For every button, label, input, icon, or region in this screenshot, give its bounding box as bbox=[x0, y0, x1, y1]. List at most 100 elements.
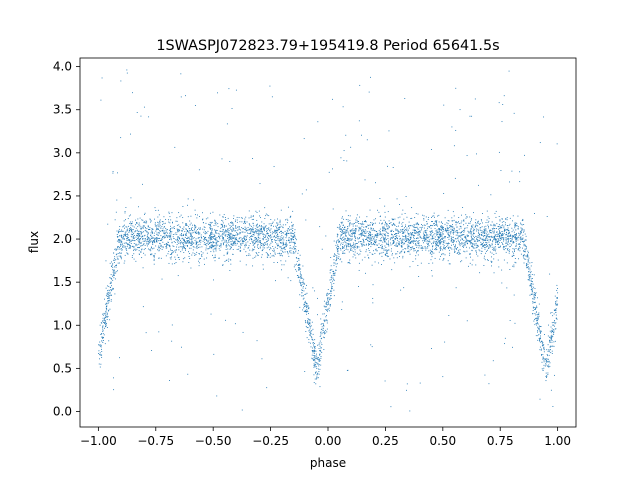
data-point bbox=[482, 236, 484, 238]
data-point bbox=[487, 249, 489, 251]
data-point bbox=[252, 227, 254, 229]
data-point bbox=[480, 237, 482, 239]
data-point bbox=[514, 236, 516, 238]
data-point bbox=[138, 247, 140, 248]
data-point bbox=[384, 241, 385, 243]
data-point bbox=[249, 229, 251, 231]
data-point bbox=[312, 350, 314, 352]
data-point bbox=[200, 236, 202, 238]
data-point bbox=[508, 238, 510, 240]
data-point bbox=[348, 233, 350, 235]
data-point bbox=[399, 238, 401, 240]
data-point bbox=[128, 247, 130, 249]
data-point bbox=[159, 248, 161, 250]
data-point bbox=[143, 227, 144, 229]
data-point bbox=[111, 285, 112, 287]
data-point bbox=[266, 230, 268, 232]
data-point bbox=[541, 340, 543, 342]
data-point bbox=[471, 237, 473, 239]
data-point bbox=[292, 228, 294, 229]
data-point bbox=[191, 244, 193, 246]
data-point bbox=[198, 232, 200, 234]
data-point bbox=[148, 228, 150, 230]
data-point bbox=[262, 248, 264, 250]
data-point bbox=[239, 247, 241, 249]
data-point bbox=[350, 248, 351, 250]
data-point bbox=[462, 245, 463, 247]
data-point bbox=[144, 240, 146, 242]
data-point bbox=[209, 245, 211, 247]
data-point bbox=[479, 229, 481, 231]
data-point bbox=[231, 244, 233, 246]
data-point bbox=[266, 243, 268, 245]
data-point bbox=[196, 247, 198, 249]
data-point bbox=[325, 319, 327, 321]
data-point bbox=[154, 253, 156, 255]
data-point bbox=[313, 345, 315, 347]
data-point bbox=[176, 239, 178, 241]
data-point bbox=[465, 238, 467, 240]
data-point bbox=[415, 230, 417, 231]
data-point bbox=[231, 240, 233, 242]
data-point bbox=[393, 242, 395, 243]
data-point bbox=[248, 210, 250, 212]
data-point bbox=[345, 235, 347, 237]
data-point bbox=[170, 237, 172, 239]
data-point bbox=[332, 168, 333, 170]
data-point bbox=[412, 240, 414, 242]
data-point bbox=[101, 340, 103, 342]
data-point bbox=[391, 218, 393, 220]
data-point bbox=[405, 240, 407, 242]
data-point bbox=[467, 230, 469, 232]
data-point bbox=[305, 293, 307, 295]
data-point bbox=[513, 248, 515, 250]
data-point bbox=[201, 246, 203, 248]
data-point bbox=[242, 217, 243, 219]
data-point bbox=[212, 241, 214, 243]
data-point bbox=[283, 239, 285, 241]
data-point bbox=[229, 232, 231, 234]
data-point bbox=[326, 293, 328, 295]
data-point bbox=[343, 228, 344, 230]
data-point bbox=[267, 256, 269, 258]
data-point bbox=[261, 229, 263, 231]
data-point bbox=[483, 245, 485, 247]
data-point bbox=[348, 245, 349, 247]
data-point bbox=[148, 242, 150, 244]
data-point bbox=[498, 238, 500, 240]
data-point bbox=[200, 241, 202, 243]
data-point bbox=[361, 134, 362, 136]
data-point bbox=[337, 252, 339, 254]
data-point bbox=[448, 234, 450, 236]
data-point bbox=[284, 244, 286, 246]
data-point bbox=[278, 245, 280, 247]
data-point bbox=[241, 239, 243, 241]
data-point bbox=[316, 367, 318, 369]
data-point bbox=[451, 217, 453, 219]
data-point bbox=[248, 223, 250, 225]
data-point bbox=[470, 221, 471, 223]
data-point bbox=[176, 241, 178, 243]
data-point bbox=[230, 237, 232, 239]
data-point bbox=[325, 301, 327, 303]
data-point bbox=[105, 315, 107, 317]
data-point bbox=[521, 227, 523, 229]
data-point bbox=[174, 228, 175, 229]
data-point bbox=[250, 232, 252, 234]
data-point bbox=[143, 221, 145, 223]
data-point bbox=[412, 235, 414, 237]
data-point bbox=[533, 274, 535, 276]
data-point bbox=[469, 243, 471, 245]
data-point bbox=[221, 227, 223, 228]
data-point bbox=[356, 214, 358, 216]
data-point bbox=[252, 223, 254, 225]
data-point bbox=[242, 241, 244, 243]
data-point bbox=[525, 245, 527, 247]
data-point bbox=[430, 225, 432, 226]
data-point bbox=[351, 244, 353, 246]
data-point bbox=[423, 219, 425, 221]
data-point bbox=[151, 231, 153, 233]
data-point bbox=[463, 231, 465, 233]
data-point bbox=[167, 235, 168, 237]
data-point bbox=[213, 246, 215, 247]
